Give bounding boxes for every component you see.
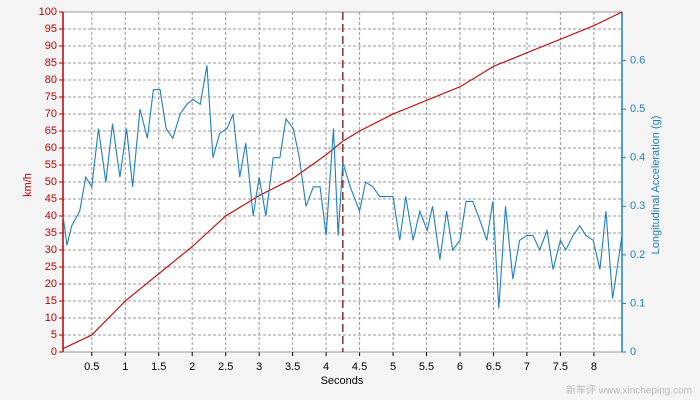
series-line [62, 65, 623, 309]
y-tick-label: 100 [39, 6, 57, 18]
y2-tick-label: 0 [630, 346, 636, 358]
y2-tick-label: 0.6 [630, 54, 645, 66]
y-tick-label: 70 [45, 108, 57, 120]
y-tick-label: 95 [45, 23, 57, 35]
y2-axis-label: Longitudinal Acceleration (g) [650, 116, 662, 255]
y-tick-label: 80 [45, 74, 57, 86]
x-tick-label: 7.5 [553, 361, 568, 373]
x-axis-label: Seconds [321, 375, 364, 387]
x-tick-label: 2.5 [218, 361, 233, 373]
y-tick-label: 35 [45, 227, 57, 239]
x-tick-label: 4 [323, 361, 329, 373]
x-tick-label: 0.5 [84, 361, 99, 373]
y2-tick-label: 0.3 [630, 200, 645, 212]
y-tick-label: 55 [45, 159, 57, 171]
y-tick-label: 20 [45, 278, 57, 290]
x-tick-label: 8 [591, 361, 597, 373]
x-tick-label: 6 [457, 361, 463, 373]
x-tick-label: 5.5 [419, 361, 434, 373]
y2-tick-label: 0.4 [630, 152, 645, 164]
x-tick-label: 1 [122, 361, 128, 373]
y-tick-label: 60 [45, 142, 57, 154]
y-axis-label: km/h [22, 173, 34, 197]
y-tick-label: 50 [45, 176, 57, 188]
y2-tick-label: 0.2 [630, 249, 645, 261]
x-tick-label: 3.5 [285, 361, 300, 373]
y-tick-label: 90 [45, 40, 57, 52]
x-tick-label: 6.5 [486, 361, 501, 373]
y-tick-label: 75 [45, 91, 57, 103]
y-tick-label: 30 [45, 244, 57, 256]
y-tick-label: 40 [45, 210, 57, 222]
x-tick-label: 1.5 [151, 361, 166, 373]
y-tick-label: 85 [45, 57, 57, 69]
y-tick-label: 65 [45, 125, 57, 137]
y-tick-label: 5 [51, 329, 57, 341]
x-tick-label: 3 [256, 361, 262, 373]
y2-tick-label: 0.5 [630, 103, 645, 115]
x-tick-label: 2 [189, 361, 195, 373]
y-tick-label: 0 [51, 346, 57, 358]
x-tick-label: 7 [524, 361, 530, 373]
x-tick-label: 4.5 [352, 361, 367, 373]
y-tick-label: 45 [45, 193, 57, 205]
y-tick-label: 15 [45, 295, 57, 307]
y2-tick-label: 0.1 [630, 297, 645, 309]
y-tick-label: 25 [45, 261, 57, 273]
series-line [62, 11, 623, 350]
watermark: 新车评 www.xincheping.com [566, 384, 692, 397]
y-tick-label: 10 [45, 312, 57, 324]
x-tick-label: 5 [390, 361, 396, 373]
